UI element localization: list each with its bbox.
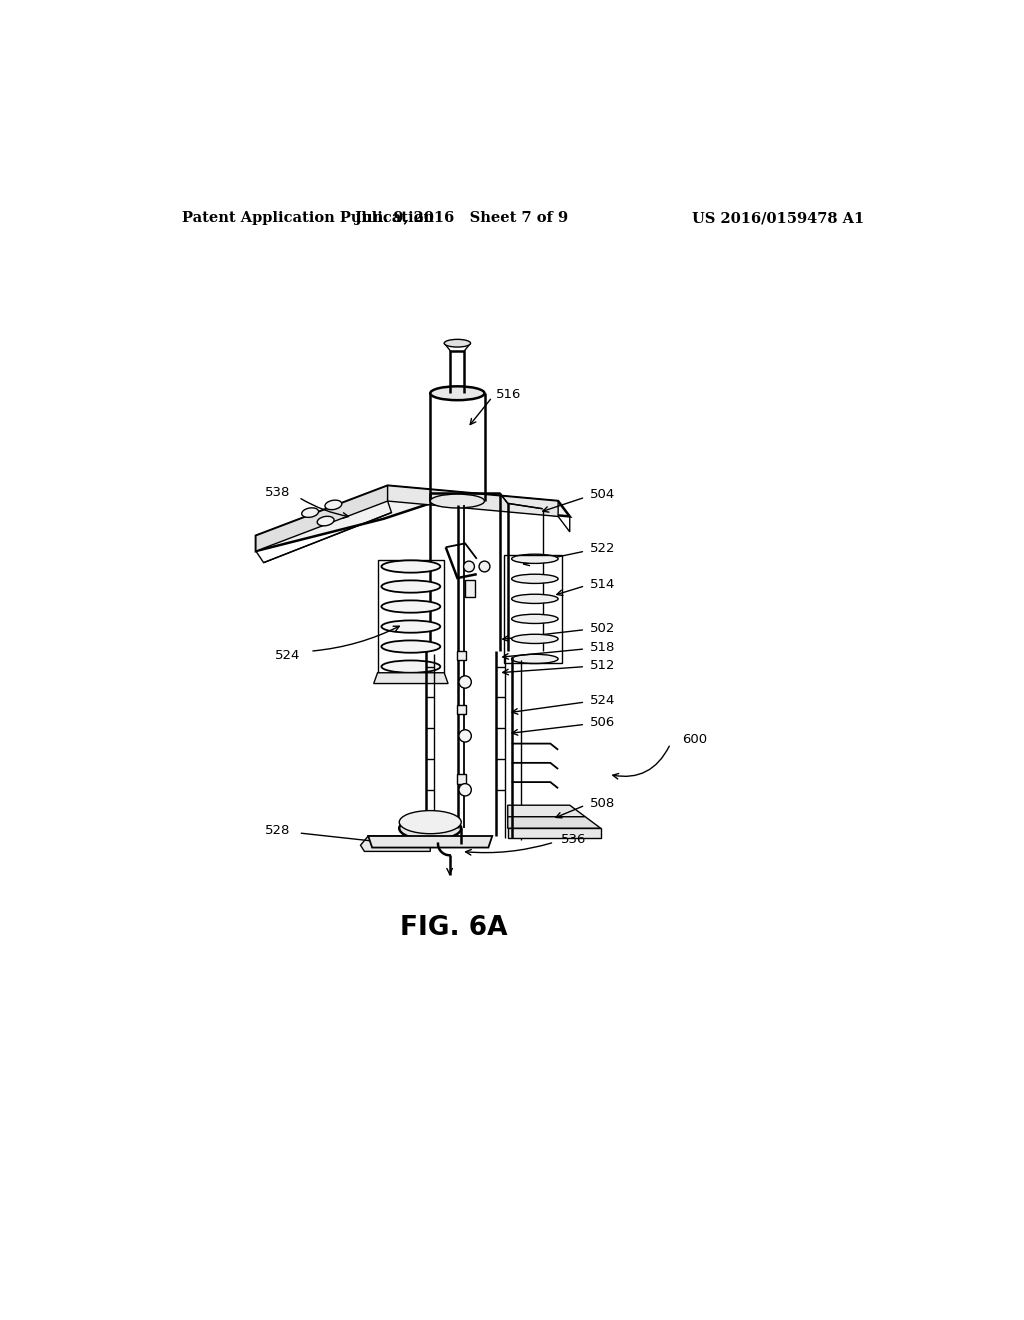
Polygon shape (360, 836, 430, 851)
Polygon shape (388, 486, 558, 516)
Text: FIG. 6A: FIG. 6A (399, 915, 507, 941)
Circle shape (479, 561, 489, 572)
Ellipse shape (444, 339, 471, 347)
Ellipse shape (512, 554, 558, 564)
Text: 528: 528 (265, 824, 291, 837)
Ellipse shape (381, 660, 440, 673)
Polygon shape (465, 581, 475, 597)
Text: Patent Application Publication: Patent Application Publication (182, 211, 434, 226)
Ellipse shape (302, 508, 318, 517)
Ellipse shape (317, 516, 334, 525)
Circle shape (459, 730, 471, 742)
Ellipse shape (381, 620, 440, 632)
Text: 524: 524 (590, 694, 615, 708)
Text: 502: 502 (590, 622, 615, 635)
Text: 524: 524 (274, 648, 300, 661)
Polygon shape (374, 673, 449, 684)
Text: 508: 508 (590, 797, 615, 810)
Ellipse shape (381, 601, 440, 612)
Polygon shape (508, 805, 586, 817)
Text: 536: 536 (560, 833, 586, 846)
Ellipse shape (512, 614, 558, 623)
Text: 506: 506 (590, 717, 615, 730)
Text: 516: 516 (496, 388, 521, 401)
Ellipse shape (512, 594, 558, 603)
Polygon shape (508, 829, 601, 837)
Ellipse shape (381, 640, 440, 653)
Ellipse shape (512, 655, 558, 664)
Polygon shape (256, 486, 569, 552)
Ellipse shape (399, 810, 461, 834)
Polygon shape (457, 651, 466, 660)
Polygon shape (369, 836, 493, 847)
Circle shape (459, 676, 471, 688)
Polygon shape (457, 775, 466, 784)
Text: 514: 514 (590, 578, 615, 591)
Ellipse shape (430, 494, 484, 508)
Text: Jun. 9, 2016   Sheet 7 of 9: Jun. 9, 2016 Sheet 7 of 9 (354, 211, 568, 226)
Text: US 2016/0159478 A1: US 2016/0159478 A1 (692, 211, 864, 226)
Ellipse shape (381, 581, 440, 593)
Ellipse shape (512, 635, 558, 644)
Ellipse shape (325, 500, 342, 510)
Ellipse shape (430, 387, 484, 400)
Text: 518: 518 (590, 640, 615, 653)
Ellipse shape (399, 817, 461, 840)
Circle shape (459, 784, 471, 796)
Text: 522: 522 (590, 543, 615, 556)
Text: 512: 512 (590, 659, 615, 672)
Text: 600: 600 (682, 733, 708, 746)
Circle shape (464, 561, 474, 572)
Polygon shape (508, 817, 601, 829)
Ellipse shape (381, 560, 440, 573)
Polygon shape (256, 486, 388, 552)
Ellipse shape (512, 574, 558, 583)
Polygon shape (457, 705, 466, 714)
Text: 504: 504 (590, 488, 615, 502)
Text: 538: 538 (265, 486, 291, 499)
